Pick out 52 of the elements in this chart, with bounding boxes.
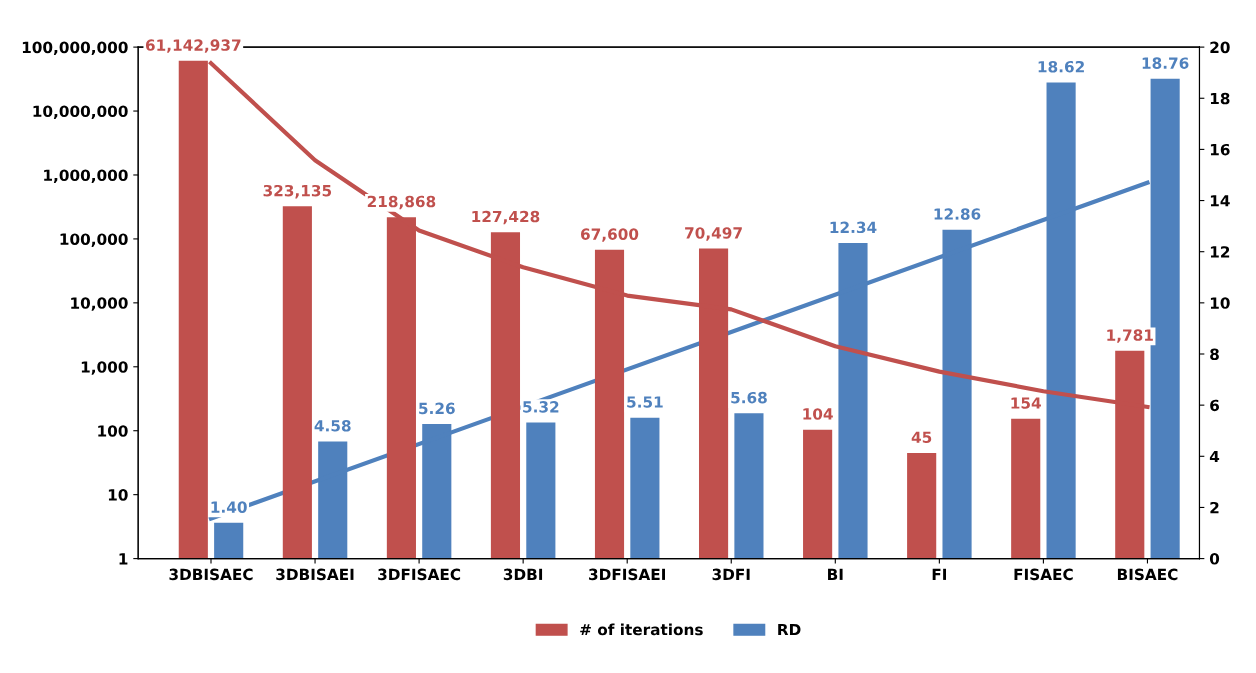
data-label: 67,600 bbox=[580, 228, 639, 242]
data-label: 70,497 bbox=[685, 227, 742, 241]
x-tick-label: 3DFISAEI bbox=[589, 568, 665, 581]
data-label: 154 bbox=[1011, 397, 1041, 409]
x-tick-label: 3DBISAEC bbox=[169, 568, 253, 581]
data-label: 18.62 bbox=[1038, 60, 1084, 73]
y2-tick-label: 10 bbox=[1210, 297, 1230, 309]
y-tick-label: 100,000 bbox=[60, 233, 128, 247]
data-label: 5.51 bbox=[627, 396, 663, 408]
x-tick-label: 3DBI bbox=[503, 568, 543, 581]
x-tick-label: FI bbox=[932, 568, 946, 580]
y2-tick-label: 6 bbox=[1210, 399, 1220, 412]
y2-tick-label: 12 bbox=[1210, 246, 1230, 258]
data-label: 1,781 bbox=[1107, 329, 1153, 343]
data-label: 4.58 bbox=[314, 420, 351, 432]
y-tick-label: 100 bbox=[98, 425, 128, 437]
y2-tick-label: 8 bbox=[1210, 348, 1219, 361]
data-label: 5.32 bbox=[523, 401, 559, 413]
data-label: 1.40 bbox=[211, 501, 247, 513]
data-label: 12.34 bbox=[830, 221, 877, 234]
y2-tick-label: 4 bbox=[1209, 450, 1220, 463]
data-label: 12.86 bbox=[934, 208, 981, 220]
y2-tick-label: 14 bbox=[1210, 195, 1230, 207]
data-label: 104 bbox=[803, 408, 833, 420]
y-tick-label: 1 bbox=[119, 553, 128, 565]
y2-tick-label: 18 bbox=[1210, 92, 1230, 105]
y-tick-label: 1,000 bbox=[81, 361, 128, 375]
y-tick-label: 100,000,000 bbox=[22, 41, 128, 56]
y2-tick-label: 16 bbox=[1210, 143, 1230, 156]
data-label: 18.76 bbox=[1142, 57, 1189, 69]
y2-tick-label: 20 bbox=[1210, 41, 1230, 54]
x-tick-label: FISAEC bbox=[1014, 568, 1073, 581]
y-tick-label: 10 bbox=[108, 489, 128, 501]
data-label: 5.68 bbox=[731, 391, 767, 404]
y2-tick-label: 2 bbox=[1210, 501, 1219, 514]
legend-label: RD bbox=[778, 623, 801, 636]
data-label: 5.26 bbox=[419, 402, 455, 415]
y-tick-label: 10,000 bbox=[71, 297, 128, 311]
data-label: 323,135 bbox=[263, 184, 332, 199]
y-tick-label: 1,000,000 bbox=[44, 169, 128, 183]
data-label: 61,142,937 bbox=[145, 39, 241, 53]
x-tick-label: BISAEC bbox=[1117, 568, 1178, 581]
data-label: 218,868 bbox=[367, 195, 436, 210]
data-label: 127,428 bbox=[472, 210, 540, 225]
x-tick-label: 3DFI bbox=[712, 568, 750, 581]
y-tick-label: 10,000,000 bbox=[33, 105, 128, 120]
legend-label: # of iterations bbox=[580, 623, 703, 636]
data-label: 45 bbox=[911, 431, 932, 443]
y2-tick-label: 0 bbox=[1209, 553, 1220, 565]
x-tick-label: 3DFISAEC bbox=[378, 568, 461, 581]
x-tick-label: BI bbox=[828, 568, 843, 580]
x-tick-label: 3DBISAEI bbox=[276, 568, 354, 581]
